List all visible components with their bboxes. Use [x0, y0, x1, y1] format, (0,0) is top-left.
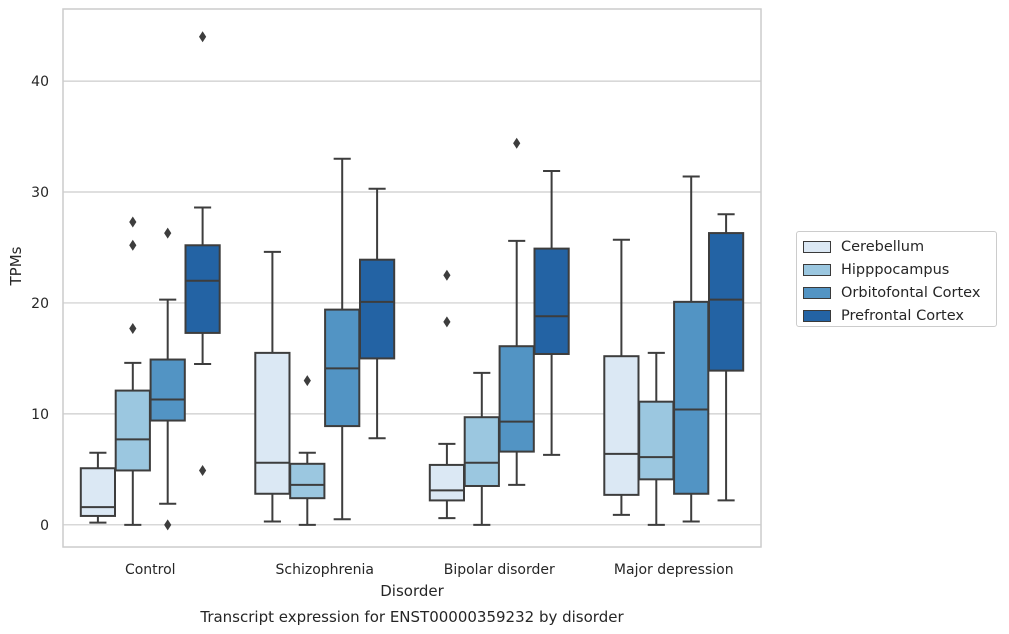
legend-swatch [803, 286, 831, 299]
outlier-point [129, 216, 137, 228]
y-axis-label: TPMs [7, 246, 25, 286]
box-body [289, 462, 326, 500]
box-body [149, 358, 186, 422]
y-tick-label: 40 [31, 74, 49, 90]
legend-item: Hipppocampus [803, 258, 996, 281]
legend-swatch [803, 240, 831, 253]
legend-label: Prefrontal Cortex [841, 307, 964, 324]
legend-item: Prefrontal Cortex [803, 304, 996, 327]
box [184, 31, 221, 476]
outlier-point [443, 269, 451, 281]
outlier-point [199, 464, 207, 476]
box-body [79, 467, 117, 517]
outlier-point [164, 519, 172, 531]
box [673, 175, 710, 523]
box [533, 169, 570, 456]
box-body [463, 416, 500, 487]
legend-label: Orbitofontal Cortex [841, 284, 981, 301]
box [254, 250, 291, 523]
y-tick-label: 30 [31, 185, 49, 201]
box-body [498, 345, 535, 453]
outlier-point [443, 316, 451, 328]
box [79, 451, 117, 524]
y-tick-label: 10 [31, 407, 49, 423]
x-tick-label: Control [125, 562, 176, 578]
plot-boxes [79, 31, 745, 531]
box-body [533, 247, 570, 355]
x-axis-label: Disorder [380, 582, 444, 600]
outlier-point [303, 375, 311, 387]
x-tick-label: Bipolar disorder [444, 562, 555, 578]
x-tick-labels: Control Schizophrenia Bipolar disorder Majo… [125, 562, 734, 578]
outlier-point [513, 137, 521, 149]
box-body [358, 258, 396, 360]
box [324, 157, 361, 521]
box-body [184, 244, 221, 334]
box-body [603, 355, 640, 496]
box-body [114, 389, 151, 472]
legend-label: Hipppocampus [841, 261, 950, 278]
legend: Cerebellum Hipppocampus Orbitofontal Corte… [796, 231, 997, 327]
y-tick-labels: 0 10 20 30 40 [31, 74, 49, 534]
box [463, 371, 500, 526]
box [428, 269, 466, 520]
outlier-point [129, 239, 137, 251]
box-body [638, 400, 675, 481]
box [638, 351, 675, 526]
box [707, 213, 745, 502]
outlier-point [129, 322, 137, 334]
y-tick-label: 20 [31, 296, 49, 312]
x-tick-label: Schizophrenia [276, 562, 374, 578]
box [603, 238, 640, 516]
y-tick-label: 0 [40, 518, 49, 534]
legend-swatch [803, 309, 831, 322]
legend-item: Orbitofontal Cortex [803, 281, 996, 304]
box [289, 375, 326, 526]
outlier-point [199, 31, 207, 43]
box-body [673, 300, 710, 495]
box [114, 216, 151, 526]
x-tick-label: Major depression [614, 562, 734, 578]
box-body [428, 463, 466, 502]
box [358, 187, 396, 440]
plot-frame [62, 8, 762, 548]
legend-swatch [803, 263, 831, 276]
chart-caption: Transcript expression for ENST0000035923… [199, 608, 624, 626]
box-body [254, 351, 291, 495]
box [149, 227, 186, 531]
outlier-point [164, 227, 172, 239]
legend-item: Cerebellum [803, 235, 996, 258]
box-body [707, 232, 745, 372]
box [498, 137, 535, 486]
legend-label: Cerebellum [841, 238, 925, 255]
